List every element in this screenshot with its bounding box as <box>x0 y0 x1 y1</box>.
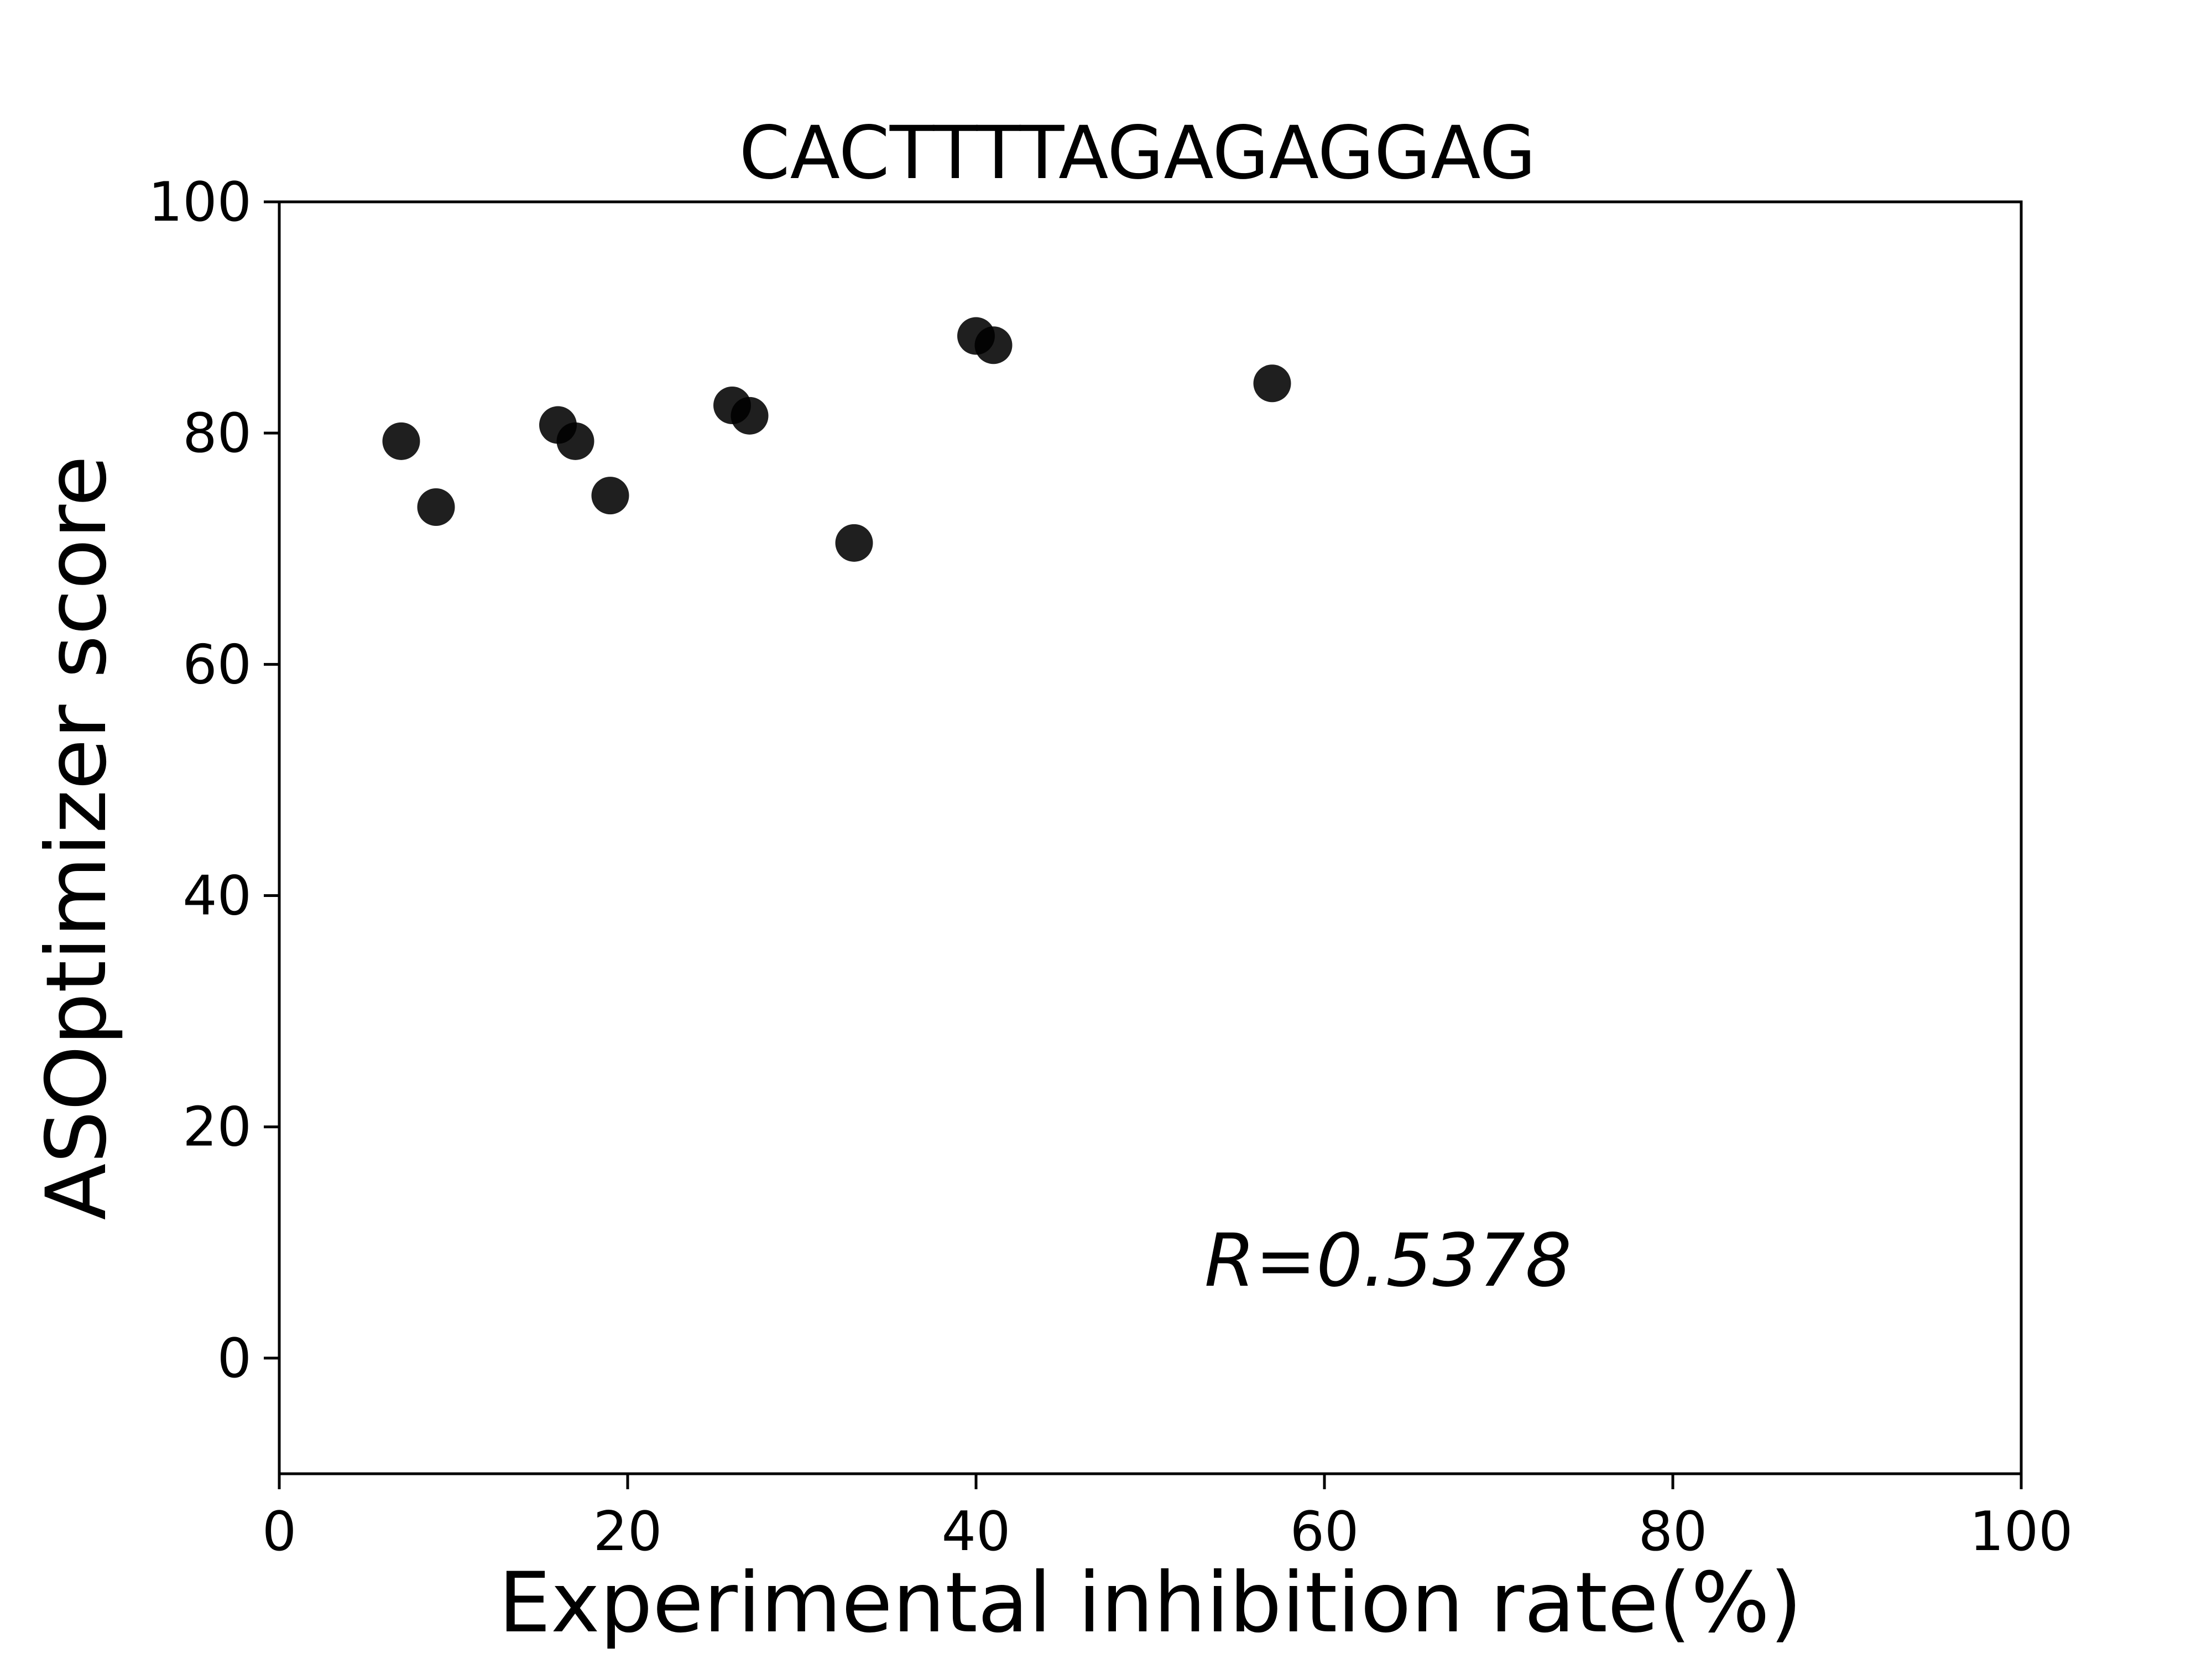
y-tick-label: 60 <box>182 633 252 696</box>
x-tick-label: 0 <box>262 1500 296 1563</box>
y-axis-ticks: 0 20 40 60 80 100 <box>148 171 279 1390</box>
x-tick-label: 40 <box>942 1500 1011 1563</box>
y-tick-label: 0 <box>217 1327 252 1390</box>
x-tick-label: 100 <box>1969 1500 2073 1563</box>
data-point <box>417 488 455 526</box>
correlation-annotation: R=0.5378 <box>1204 1218 1572 1303</box>
data-points <box>382 317 1291 562</box>
data-point <box>731 397 769 435</box>
data-point <box>591 477 629 515</box>
data-point <box>974 326 1013 364</box>
plot-frame <box>278 200 2023 1475</box>
y-tick-label: 100 <box>148 171 252 234</box>
y-tick-label: 80 <box>182 402 252 465</box>
y-tick-label: 40 <box>182 865 252 928</box>
data-point <box>1253 364 1291 403</box>
x-axis-ticks: 0 20 40 60 80 100 <box>262 1474 2073 1563</box>
chart-title: CACTTTTAGAGAGGAG <box>739 111 1536 196</box>
x-tick-label: 80 <box>1639 1500 1708 1563</box>
x-tick-label: 60 <box>1290 1500 1359 1563</box>
plot-area: 0 20 40 60 80 100 0 20 40 60 80 100 <box>148 171 2073 1563</box>
x-tick-label: 20 <box>593 1500 662 1563</box>
data-point <box>556 422 594 460</box>
y-axis-label: ASOptimizer score <box>29 456 125 1220</box>
y-tick-label: 20 <box>182 1096 252 1159</box>
x-axis-label: Experimental inhibition rate(%) <box>498 1555 1802 1651</box>
data-point <box>835 524 873 562</box>
data-point <box>382 422 420 460</box>
